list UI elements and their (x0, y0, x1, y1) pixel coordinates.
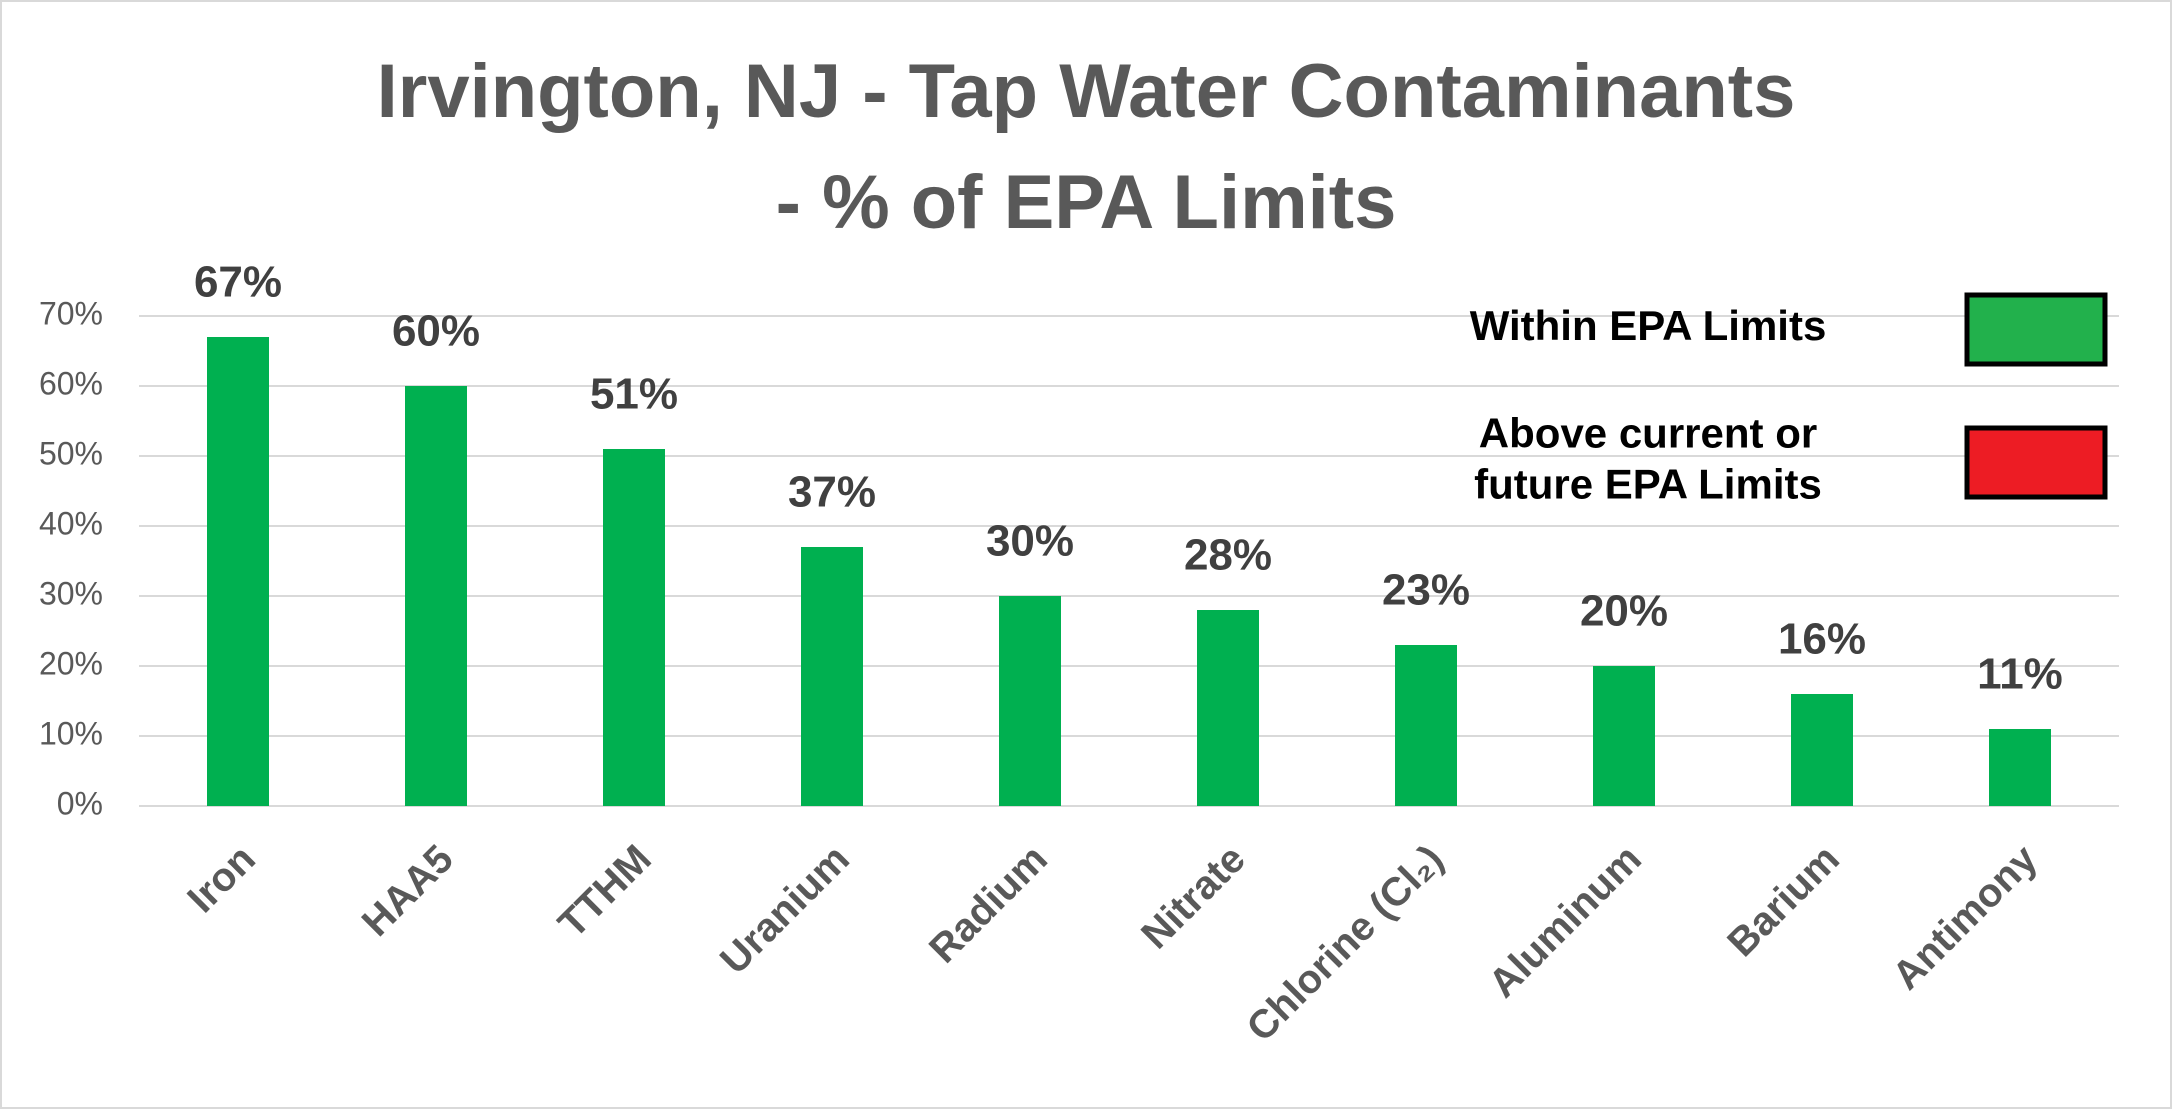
bar (207, 337, 269, 806)
value-label: 30% (986, 517, 1074, 566)
legend-label: Within EPA Limits (1470, 302, 1827, 349)
value-label: 51% (590, 370, 678, 419)
y-tick-label: 40% (39, 505, 103, 541)
y-tick-label: 20% (39, 645, 103, 681)
value-label: 60% (392, 307, 480, 356)
bar (801, 547, 863, 806)
value-label: 28% (1184, 531, 1272, 580)
bar (1989, 729, 2051, 806)
y-tick-label: 10% (39, 715, 103, 751)
value-label: 20% (1580, 587, 1668, 636)
bar (405, 386, 467, 806)
y-tick-label: 60% (39, 365, 103, 401)
value-label: 11% (1977, 650, 2063, 699)
bar (1395, 645, 1457, 806)
bar (999, 596, 1061, 806)
legend-swatch (1964, 425, 2108, 500)
bar (603, 449, 665, 806)
value-label: 16% (1778, 615, 1866, 664)
bar (1791, 694, 1853, 806)
y-tick-label: 70% (39, 295, 103, 331)
value-label: 23% (1382, 566, 1470, 615)
legend-label: Above current or (1479, 410, 1817, 457)
chart-title: Irvington, NJ - Tap Water Contaminants (377, 49, 1796, 134)
value-label: 67% (194, 258, 282, 307)
legend-swatch (1964, 292, 2108, 367)
y-tick-label: 50% (39, 435, 103, 471)
bar (1197, 610, 1259, 806)
y-tick-label: 0% (57, 785, 103, 821)
value-label: 37% (788, 468, 876, 517)
bar (1593, 666, 1655, 806)
y-tick-label: 30% (39, 575, 103, 611)
chart-title: - % of EPA Limits (776, 160, 1397, 245)
legend-label: future EPA Limits (1474, 461, 1822, 508)
